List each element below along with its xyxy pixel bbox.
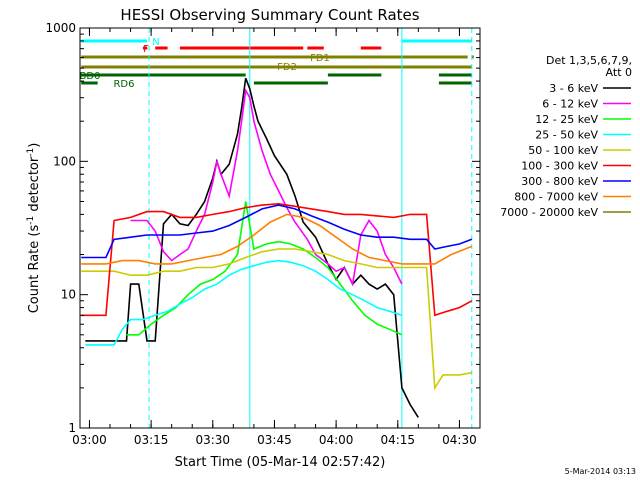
y-tick-label: 10 bbox=[61, 288, 76, 302]
y-axis-ticks: 1 10 100 1000 bbox=[45, 21, 480, 435]
series-line-7 bbox=[81, 213, 473, 265]
x-tick-label: 04:15 bbox=[380, 433, 415, 447]
legend-label: 100 - 300 keV bbox=[521, 160, 598, 173]
series-line-4 bbox=[81, 248, 472, 391]
y-tick-label: 100 bbox=[53, 154, 76, 168]
x-tick-label: 04:30 bbox=[442, 433, 477, 447]
flag-label-bd0: BD0 bbox=[80, 71, 101, 82]
y-axis-label-part: ) bbox=[27, 143, 42, 148]
y-tick-label: 1 bbox=[68, 421, 76, 435]
y-axis-label: Count Rate (s-1 detector-1) bbox=[26, 143, 42, 314]
flag-label-fd2: FD2 bbox=[277, 62, 297, 73]
y-axis-label-sup: -1 bbox=[26, 148, 36, 157]
legend-label: 50 - 100 keV bbox=[528, 144, 598, 157]
x-tick-label: 03:00 bbox=[72, 433, 107, 447]
y-tick-label: 1000 bbox=[45, 21, 76, 35]
x-axis-ticks: 03:00 03:15 03:30 03:45 04:00 04:15 04:30 bbox=[72, 28, 481, 447]
legend-entries: 3 - 6 keV 6 - 12 keV 12 - 25 keV 25 - 50 ke… bbox=[500, 82, 631, 219]
footer-timestamp: 5-Mar-2014 03:13 bbox=[565, 467, 636, 476]
legend-label: 6 - 12 keV bbox=[542, 98, 598, 111]
series-line-5 bbox=[81, 202, 473, 317]
x-tick-label: 03:15 bbox=[134, 433, 169, 447]
flag-label-n: N bbox=[152, 37, 159, 48]
legend-header: Det 1,3,5,6,7,9, bbox=[546, 54, 632, 67]
legend-header: Att 0 bbox=[606, 66, 632, 79]
flag-bars: NF FD1 FD2 BD0 RD6 bbox=[80, 37, 474, 90]
series-line-1 bbox=[130, 88, 403, 287]
y-axis-label-part: detector bbox=[27, 156, 42, 216]
x-tick-label: 03:30 bbox=[195, 433, 230, 447]
legend-label: 25 - 50 keV bbox=[535, 129, 598, 142]
y-axis-label-part: Count Rate (s bbox=[27, 225, 42, 314]
series-lines bbox=[81, 77, 473, 418]
flag-label-f: F bbox=[143, 44, 149, 55]
flag-label-fd1: FD1 bbox=[310, 53, 330, 64]
series-line-3 bbox=[85, 259, 403, 346]
x-tick-label: 04:00 bbox=[319, 433, 354, 447]
legend-label: 800 - 7000 keV bbox=[514, 191, 598, 204]
flag-label-rd6: RD6 bbox=[113, 79, 134, 90]
series-line-6 bbox=[81, 204, 473, 259]
legend-label: 3 - 6 keV bbox=[549, 82, 598, 95]
legend: Det 1,3,5,6,7,9, Att 0 3 - 6 keV 6 - 12 k… bbox=[500, 54, 632, 219]
series-line-0 bbox=[85, 77, 419, 418]
legend-label: 300 - 800 keV bbox=[521, 175, 598, 188]
x-tick-label: 03:45 bbox=[257, 433, 292, 447]
legend-label: 12 - 25 keV bbox=[535, 113, 598, 126]
x-axis-label: Start Time (05-Mar-14 02:57:42) bbox=[175, 455, 386, 470]
plot-frame bbox=[79, 27, 481, 429]
y-axis-label-sup: -1 bbox=[26, 216, 36, 225]
chart-title: HESSI Observing Summary Count Rates bbox=[120, 6, 419, 24]
series-line-2 bbox=[126, 201, 403, 336]
legend-label: 7000 - 20000 keV bbox=[500, 206, 598, 219]
